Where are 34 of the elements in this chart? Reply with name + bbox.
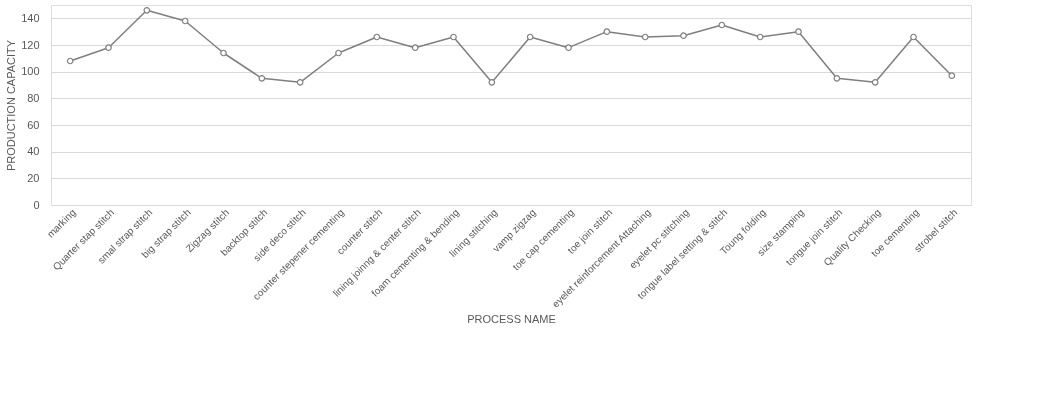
y-tick-label: 140	[21, 11, 40, 24]
y-tick-label: 20	[27, 171, 40, 184]
y-tick-label: 120	[21, 38, 40, 51]
point	[450, 33, 457, 41]
point	[373, 33, 381, 41]
y-axis-title: PRODUCTION CAPACITY	[5, 39, 18, 172]
point	[680, 32, 687, 39]
point	[335, 49, 342, 57]
point	[258, 75, 266, 82]
x-axis-title: PROCESS NAME	[467, 313, 556, 326]
point	[411, 44, 419, 51]
point	[296, 79, 304, 86]
point	[526, 33, 534, 41]
point	[181, 17, 189, 25]
point	[718, 21, 726, 29]
y-tick-label: 60	[27, 118, 40, 131]
y-tick-label: 0	[33, 198, 40, 211]
point	[143, 7, 151, 14]
point	[871, 79, 879, 86]
point	[948, 72, 956, 79]
point	[105, 44, 112, 51]
point	[220, 49, 227, 57]
point	[603, 28, 611, 35]
y-tick-label: 100	[21, 65, 40, 78]
point	[756, 33, 764, 41]
point	[565, 44, 572, 51]
point	[488, 79, 496, 86]
point	[795, 28, 802, 35]
y-tick-label: 80	[27, 91, 40, 104]
point	[910, 33, 917, 41]
point	[66, 57, 74, 65]
y-tick-label: 40	[27, 145, 40, 158]
point	[833, 75, 841, 82]
point	[641, 33, 649, 41]
